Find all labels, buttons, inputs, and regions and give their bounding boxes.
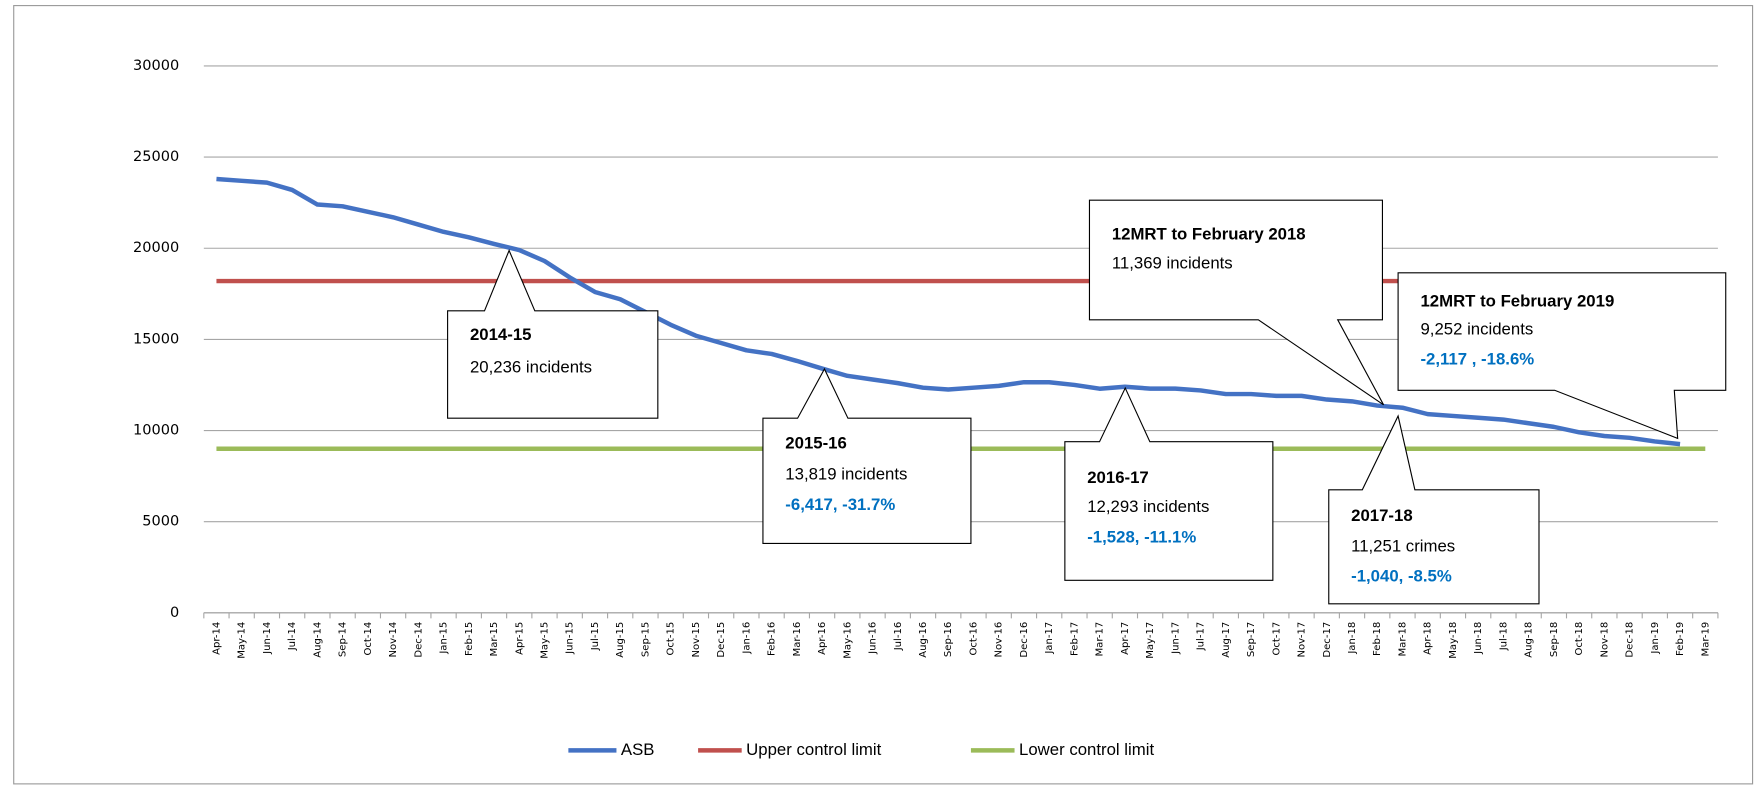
- callout-text: 20,236 incidents: [470, 357, 592, 376]
- callout-title: 12MRT to February 2018: [1112, 224, 1306, 243]
- callout-title: 12MRT to February 2019: [1420, 291, 1614, 310]
- callout-change: -6,417, -31.7%: [785, 495, 895, 514]
- y-tick-label: 10000: [133, 423, 179, 439]
- x-tick-label: Dec-18: [1625, 622, 1636, 658]
- x-tick-label: Jul-14: [287, 622, 298, 652]
- x-tick-label: Jan-15: [439, 622, 450, 655]
- x-tick-label: Sep-14: [338, 622, 349, 657]
- x-tick-label: Feb-17: [1069, 622, 1080, 656]
- legend-label: Upper control limit: [746, 740, 881, 759]
- callout-box: [1328, 414, 1540, 605]
- chart-border: [13, 5, 1754, 785]
- callout-title: 2016-17: [1087, 468, 1149, 487]
- x-tick-label: Jun-17: [1170, 622, 1181, 655]
- x-tick-label: Aug-15: [615, 622, 626, 658]
- x-tick-label: May-14: [237, 622, 248, 659]
- x-tick-label: Oct-15: [666, 622, 677, 656]
- callout-text: 11,251 crimes: [1351, 536, 1455, 555]
- x-tick-label: Aug-17: [1221, 622, 1232, 658]
- x-tick-label: May-17: [1145, 622, 1156, 659]
- x-tick-label: Nov-18: [1599, 622, 1610, 658]
- x-tick-label: Jan-19: [1650, 622, 1661, 655]
- x-tick-label: Jan-16: [741, 622, 752, 655]
- x-tick-label: Sep-15: [640, 622, 651, 657]
- x-tick-label: Feb-16: [767, 622, 778, 656]
- x-tick-label: May-15: [539, 622, 550, 659]
- x-tick-label: Jun-14: [262, 622, 273, 655]
- x-tick-label: Jul-18: [1498, 622, 1509, 652]
- x-tick-label: Apr-15: [514, 622, 525, 655]
- callout-text: 12,293 incidents: [1087, 497, 1209, 516]
- callout-box: [1064, 386, 1274, 581]
- x-tick-label: Oct-14: [363, 622, 374, 656]
- x-tick-label: Aug-14: [312, 622, 323, 658]
- y-tick-label: 15000: [133, 331, 179, 347]
- x-tick-label: Mar-18: [1397, 622, 1408, 657]
- x-tick-label: Sep-16: [943, 622, 954, 657]
- callout-box: [1088, 199, 1385, 406]
- callout-text: 9,252 incidents: [1420, 319, 1533, 338]
- x-tick-label: Feb-19: [1675, 622, 1686, 656]
- x-tick-label: May-16: [842, 622, 853, 659]
- x-tick-label: Jul-17: [1196, 622, 1207, 652]
- y-tick-label: 30000: [133, 58, 179, 74]
- legend-label: Lower control limit: [1019, 740, 1154, 759]
- x-tick-label: Feb-15: [464, 622, 475, 656]
- series-line: [216, 176, 1681, 447]
- x-tick-label: Dec-14: [413, 622, 424, 658]
- y-tick-label: 0: [170, 605, 179, 621]
- legend-label: ASB: [621, 740, 655, 759]
- callout-box: [1397, 272, 1727, 440]
- x-tick-label: Nov-16: [994, 622, 1005, 658]
- callout-box: [447, 249, 659, 419]
- x-tick-label: Dec-16: [1019, 622, 1030, 658]
- x-tick-label: Nov-14: [388, 622, 399, 658]
- y-tick-label: 20000: [133, 240, 179, 256]
- x-tick-label: Apr-17: [1120, 622, 1131, 655]
- callout-text: 13,819 incidents: [785, 465, 907, 484]
- x-tick-label: Jul-15: [590, 622, 601, 652]
- x-tick-label: May-18: [1448, 622, 1459, 659]
- x-tick-label: Oct-16: [968, 622, 979, 656]
- callout-change: -1,040, -8.5%: [1351, 566, 1452, 585]
- x-tick-label: Jan-17: [1044, 622, 1055, 655]
- callout-title: 2015-16: [785, 433, 847, 452]
- x-tick-label: Jan-18: [1347, 622, 1358, 655]
- callout-change: -1,528, -11.1%: [1087, 527, 1196, 546]
- x-tick-label: Feb-18: [1372, 622, 1383, 656]
- x-tick-label: Jun-18: [1473, 622, 1484, 655]
- x-tick-label: Sep-18: [1549, 622, 1560, 657]
- x-tick-label: Mar-19: [1700, 622, 1711, 657]
- callout-box: [762, 367, 972, 545]
- y-tick-label: 5000: [142, 514, 179, 530]
- callout-change: -2,117 , -18.6%: [1420, 350, 1534, 369]
- x-tick-label: Apr-16: [817, 622, 828, 655]
- x-tick-label: Jun-16: [868, 622, 879, 655]
- x-tick-label: Jul-16: [893, 622, 904, 652]
- x-tick-label: Apr-18: [1423, 622, 1434, 655]
- y-tick-label: 25000: [133, 149, 179, 165]
- callout-title: 2017-18: [1351, 506, 1413, 525]
- x-tick-label: Oct-18: [1574, 622, 1585, 656]
- x-tick-label: Mar-15: [489, 622, 500, 657]
- x-tick-label: Aug-18: [1524, 622, 1535, 658]
- x-tick-label: Sep-17: [1246, 622, 1257, 657]
- x-tick-label: Oct-17: [1271, 622, 1282, 656]
- x-tick-label: Nov-15: [691, 622, 702, 658]
- x-tick-label: Mar-17: [1095, 622, 1106, 657]
- x-tick-label: Apr-14: [211, 622, 222, 655]
- x-tick-label: Dec-17: [1322, 622, 1333, 658]
- x-tick-label: Aug-16: [918, 622, 929, 658]
- x-tick-label: Dec-15: [716, 622, 727, 658]
- callout-title: 2014-15: [470, 325, 532, 344]
- x-tick-label: Mar-16: [792, 622, 803, 657]
- x-tick-label: Nov-17: [1297, 622, 1308, 658]
- x-tick-label: Jun-15: [565, 622, 576, 655]
- callout-text: 11,369 incidents: [1112, 253, 1233, 272]
